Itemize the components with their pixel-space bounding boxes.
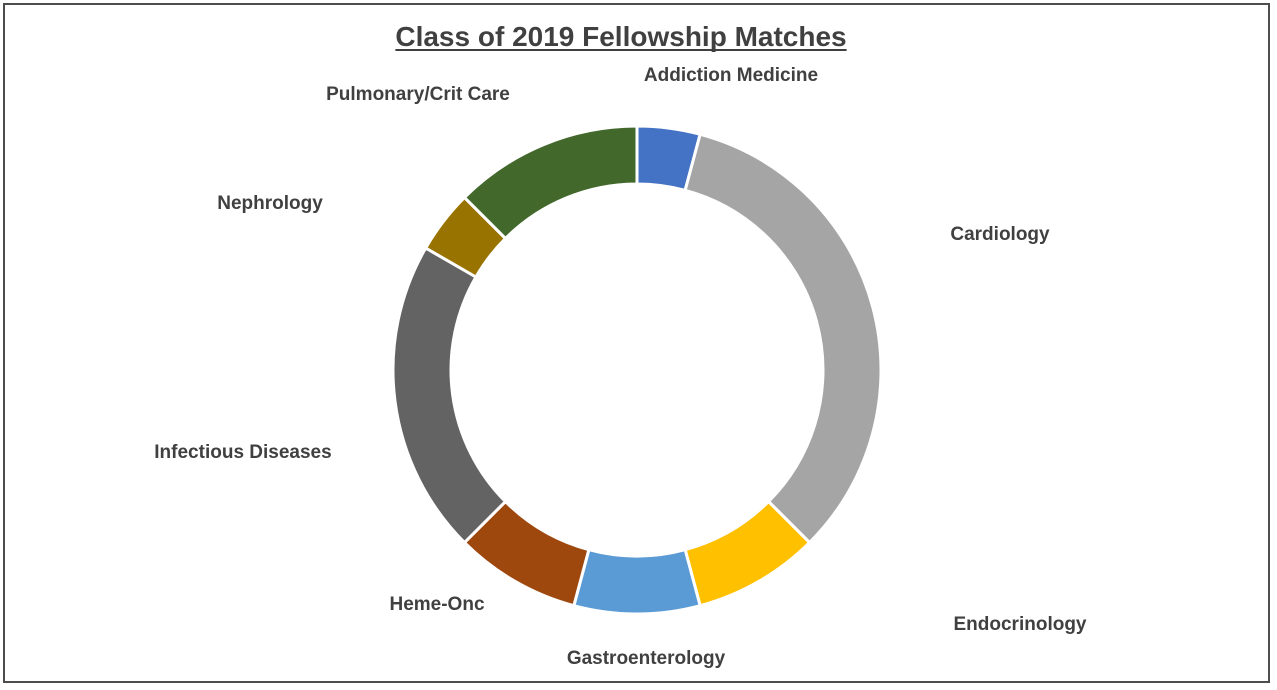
label-nephrology: Nephrology bbox=[217, 193, 323, 214]
slice-labels: Addiction Medicine Cardiology Endocrinolog… bbox=[154, 65, 1087, 669]
slice-pulmonary-crit-care bbox=[462, 124, 639, 241]
chart-title: Class of 2019 Fellowship Matches bbox=[395, 21, 846, 52]
label-cardiology: Cardiology bbox=[950, 224, 1050, 245]
slice-cardiology bbox=[683, 132, 883, 545]
doughnut-slices bbox=[391, 124, 883, 616]
label-infectious-diseases: Infectious Diseases bbox=[154, 442, 331, 463]
label-pulmonary-crit-care: Pulmonary/Crit Care bbox=[326, 84, 510, 105]
label-heme-onc: Heme-Onc bbox=[389, 594, 484, 615]
slice-gastroenterology bbox=[572, 547, 702, 616]
label-endocrinology: Endocrinology bbox=[954, 614, 1087, 635]
label-gastroenterology: Gastroenterology bbox=[567, 648, 726, 669]
label-addiction-medicine: Addiction Medicine bbox=[644, 65, 818, 86]
slice-infectious-diseases bbox=[391, 245, 508, 545]
